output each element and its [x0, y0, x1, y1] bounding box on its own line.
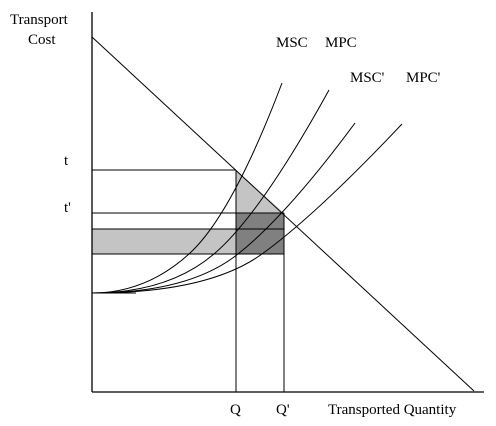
y-tick-t: t: [64, 153, 69, 169]
label-mpc-prime: MPC': [406, 70, 441, 86]
curve-msc: [91, 82, 283, 294]
dark-gray-rectangle: [236, 213, 284, 254]
x-tick-q-prime: Q': [276, 402, 290, 418]
y-tick-t-prime: t': [64, 200, 71, 216]
label-msc-prime: MSC': [350, 70, 385, 86]
x-axis-label: Transported Quantity: [328, 402, 457, 418]
curve-msc-prime: [91, 122, 356, 294]
label-mpc: MPC: [325, 35, 357, 51]
y-axis-label-line1: Transport: [10, 12, 69, 28]
demand-line: [91, 36, 475, 392]
light-gray-band: [92, 229, 236, 254]
label-msc: MSC: [276, 35, 308, 51]
light-gray-triangle: [236, 170, 284, 213]
y-axis-label-line2: Cost: [28, 32, 56, 48]
curve-mpc: [91, 89, 330, 294]
x-tick-q: Q: [230, 402, 241, 418]
